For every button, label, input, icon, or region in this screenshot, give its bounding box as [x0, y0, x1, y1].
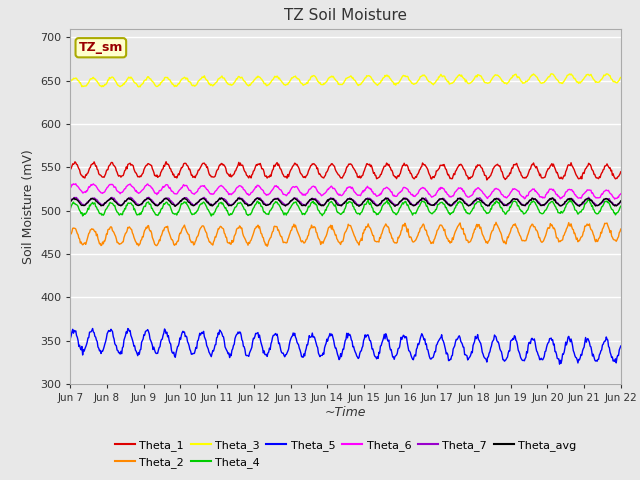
Theta_1 — [163, 159, 170, 165]
Theta_avg — [180, 195, 188, 201]
Theta_5 — [219, 334, 227, 339]
Theta_1 — [429, 174, 437, 180]
Theta_2 — [617, 226, 625, 232]
Theta_1 — [77, 170, 84, 176]
Theta_avg — [430, 203, 438, 208]
Theta_2 — [429, 240, 437, 246]
Theta_7 — [67, 198, 74, 204]
Line: Theta_6: Theta_6 — [70, 184, 621, 199]
Line: Theta_1: Theta_1 — [70, 162, 621, 180]
Theta_6 — [617, 191, 625, 197]
Theta_5 — [617, 343, 625, 349]
Theta_6 — [190, 191, 198, 197]
Theta_3 — [136, 84, 144, 90]
Theta_1 — [413, 172, 421, 178]
Theta_avg — [355, 204, 363, 209]
Theta_5 — [429, 354, 437, 360]
Theta_3 — [413, 79, 421, 85]
Theta_4 — [413, 207, 421, 213]
Theta_5 — [67, 336, 74, 341]
Theta_3 — [67, 79, 74, 84]
Theta_1 — [219, 162, 227, 168]
Line: Theta_2: Theta_2 — [70, 222, 621, 246]
Theta_avg — [77, 201, 84, 207]
Theta_3 — [190, 82, 198, 88]
Title: TZ Soil Moisture: TZ Soil Moisture — [284, 9, 407, 24]
Theta_4 — [429, 209, 437, 215]
Theta_4 — [207, 213, 215, 219]
Y-axis label: Soil Moisture (mV): Soil Moisture (mV) — [22, 149, 35, 264]
Theta_2 — [189, 239, 196, 244]
Theta_2 — [413, 234, 421, 240]
Theta_6 — [429, 193, 437, 199]
Theta_2 — [218, 225, 226, 231]
Text: TZ_sm: TZ_sm — [79, 41, 123, 54]
Theta_6 — [77, 188, 85, 193]
Theta_2 — [67, 231, 74, 237]
Theta_avg — [219, 196, 227, 202]
Theta_1 — [190, 174, 198, 180]
Theta_5 — [134, 353, 141, 359]
Line: Theta_5: Theta_5 — [70, 328, 621, 364]
Line: Theta_4: Theta_4 — [70, 200, 621, 216]
Theta_6 — [67, 185, 74, 191]
Theta_6 — [413, 191, 421, 197]
Theta_avg — [67, 198, 74, 204]
Theta_2 — [263, 243, 271, 249]
Theta_4 — [617, 204, 625, 209]
Theta_7 — [218, 195, 226, 201]
Theta_7 — [77, 199, 84, 205]
Theta_4 — [133, 212, 141, 218]
Line: Theta_avg: Theta_avg — [70, 198, 621, 206]
X-axis label: ~Time: ~Time — [325, 406, 366, 419]
Legend: Theta_1, Theta_2, Theta_3, Theta_4, Theta_5, Theta_6, Theta_7, Theta_avg: Theta_1, Theta_2, Theta_3, Theta_4, Thet… — [110, 436, 581, 472]
Theta_6 — [134, 190, 141, 195]
Theta_4 — [77, 209, 84, 215]
Theta_7 — [189, 202, 196, 208]
Line: Theta_3: Theta_3 — [70, 74, 621, 87]
Theta_6 — [72, 181, 79, 187]
Theta_2 — [133, 241, 141, 247]
Theta_7 — [413, 201, 421, 206]
Theta_1 — [483, 177, 491, 183]
Theta_avg — [617, 198, 625, 204]
Theta_7 — [236, 194, 243, 200]
Theta_3 — [617, 74, 625, 80]
Theta_4 — [67, 206, 74, 212]
Theta_2 — [492, 219, 500, 225]
Theta_1 — [67, 167, 74, 172]
Line: Theta_7: Theta_7 — [70, 197, 621, 206]
Theta_4 — [189, 211, 196, 217]
Theta_3 — [547, 71, 555, 77]
Theta_2 — [77, 240, 84, 246]
Theta_3 — [219, 75, 227, 81]
Theta_avg — [190, 203, 198, 209]
Theta_3 — [429, 82, 437, 88]
Theta_5 — [77, 346, 84, 351]
Theta_5 — [89, 325, 97, 331]
Theta_3 — [133, 82, 141, 87]
Theta_5 — [413, 345, 421, 351]
Theta_7 — [429, 203, 437, 208]
Theta_avg — [414, 199, 422, 205]
Theta_5 — [556, 361, 563, 367]
Theta_3 — [77, 80, 84, 85]
Theta_avg — [133, 202, 141, 208]
Theta_7 — [484, 203, 492, 209]
Theta_1 — [617, 169, 625, 175]
Theta_7 — [133, 201, 141, 207]
Theta_1 — [133, 172, 141, 178]
Theta_4 — [584, 197, 592, 203]
Theta_5 — [190, 351, 198, 357]
Theta_7 — [617, 199, 625, 205]
Theta_4 — [219, 200, 227, 206]
Theta_6 — [219, 184, 227, 190]
Theta_6 — [611, 196, 618, 202]
